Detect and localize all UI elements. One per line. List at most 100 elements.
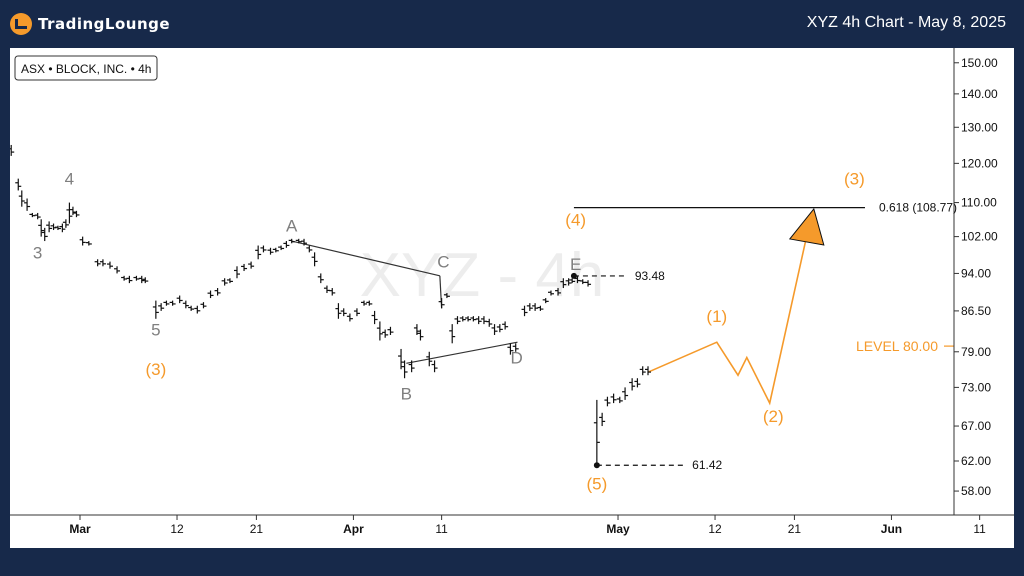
ohlc-bar: [241, 263, 248, 272]
y-tick-label: 130.00: [961, 120, 998, 134]
ohlc-bar: [329, 288, 336, 296]
ohlc-bar: [353, 308, 360, 317]
ohlc-bar: [398, 348, 405, 370]
ohlc-bar: [340, 308, 347, 317]
ohlc-bar: [176, 295, 183, 304]
ohlc-bar: [267, 247, 274, 255]
ohlc-bar: [182, 300, 189, 309]
ohlc-bar: [417, 329, 424, 341]
ohlc-bar: [278, 245, 285, 251]
ohlc-bar: [66, 202, 73, 224]
ohlc-bar: [214, 288, 221, 296]
wave-trendline: [406, 341, 518, 364]
ohlc-bar: [194, 305, 201, 314]
ohlc-bar: [480, 316, 487, 325]
ohlc-bar: [634, 378, 641, 388]
ohlc-bar: [121, 275, 128, 281]
ohlc-bar: [59, 223, 66, 233]
ohlc-bar: [459, 316, 466, 322]
header: TradingLounge XYZ 4h Chart - May 8, 2025: [0, 0, 1024, 48]
ohlc-bar: [526, 303, 533, 311]
ohlc-bar: [382, 329, 389, 338]
ohlc-bar: [616, 396, 623, 404]
ohlc-bar: [413, 324, 420, 335]
ohlc-bar: [106, 261, 113, 269]
ohlc-bar: [226, 278, 233, 284]
ohlc-bar: [361, 300, 368, 306]
ohlc-bar: [599, 412, 606, 427]
ohlc-bar: [401, 360, 408, 379]
x-tick-label: Mar: [69, 522, 91, 536]
ohlc-bar: [593, 399, 600, 466]
ohlc-bar: [221, 278, 228, 286]
chart-title: XYZ 4h Chart - May 8, 2025: [806, 14, 1006, 31]
ohlc-bar: [371, 310, 378, 325]
ohlc-bar: [470, 316, 477, 322]
y-tick-label: 140.00: [961, 87, 998, 101]
ohlc-bar: [260, 245, 267, 253]
y-tick-label: 86.50: [961, 304, 991, 318]
chart-panel[interactable]: XYZ - 4h 0.618 (108.77) 93.48 61.42 LEVEL 8…: [3, 48, 1014, 548]
wave-label: (5): [586, 474, 607, 493]
ohlc-bar: [449, 324, 456, 344]
ohlc-bar: [169, 300, 176, 306]
price-level-label: 61.42: [692, 458, 722, 472]
wave-label: (4): [565, 210, 586, 229]
ohlc-bar: [585, 280, 592, 287]
logo-text: TradingLounge: [38, 15, 171, 33]
ohlc-bar: [323, 285, 330, 294]
wave-label: E: [570, 255, 581, 274]
ohlc-bar: [496, 324, 503, 333]
ohlc-bar: [188, 305, 195, 311]
ohlc-bar: [163, 300, 170, 306]
ohlc-bar: [512, 343, 519, 352]
ohlc-bar: [94, 259, 101, 267]
y-tick-label: 67.00: [961, 419, 991, 433]
y-tick-label: 150.00: [961, 56, 998, 70]
ohlc-bar: [38, 219, 45, 237]
ohlc-bar: [54, 225, 61, 231]
wave-label: 4: [65, 170, 74, 189]
y-tick-label: 102.00: [961, 230, 998, 244]
x-tick-label: Apr: [343, 522, 364, 536]
ohlc-bar: [622, 387, 629, 400]
wave-label: B: [401, 385, 412, 404]
ohlc-bar: [438, 298, 445, 309]
ohlc-bar: [288, 238, 295, 244]
ohlc-bar: [502, 321, 509, 330]
level-80-label: LEVEL 80.00: [856, 338, 938, 354]
ohlc-bar: [233, 266, 240, 279]
ohlc-bar: [443, 293, 450, 299]
ohlc-bar: [465, 316, 472, 322]
x-tick-label: 21: [788, 522, 802, 536]
x-tick-label: 21: [250, 522, 264, 536]
ohlc-bar: [507, 343, 514, 355]
ohlc-bar: [569, 278, 576, 284]
ohlc-bar: [138, 275, 145, 284]
price-chart[interactable]: XYZ - 4h 0.618 (108.77) 93.48 61.42 LEVEL 8…: [3, 48, 1014, 548]
ohlc-bar: [133, 275, 140, 281]
ohlc-bar: [387, 326, 394, 335]
ohlc-bar: [207, 290, 214, 299]
projection-path: [647, 227, 810, 406]
ohlc-bar: [311, 252, 318, 267]
ohlc-bar: [126, 275, 133, 284]
ohlc-bar: [454, 316, 461, 325]
ohlc-bar: [532, 303, 539, 311]
ohlc-bar: [542, 298, 549, 304]
ohlc-bar: [15, 178, 22, 191]
ohlc-bar: [366, 300, 373, 306]
ohlc-bar: [408, 360, 415, 373]
ohlc-bar: [79, 236, 86, 246]
x-tick-label: 11: [973, 522, 986, 536]
ohlc-bar: [629, 378, 636, 391]
ohlc-bar: [560, 278, 567, 289]
x-tick-label: May: [606, 522, 630, 536]
price-level-label: 93.48: [635, 269, 665, 283]
wave-trendline: [291, 240, 440, 277]
pivot-point: [570, 272, 577, 279]
ohlc-bar: [272, 247, 279, 253]
x-tick-label: 12: [170, 522, 184, 536]
ohlc-bar: [639, 366, 646, 376]
ohlc-bar: [426, 351, 433, 367]
